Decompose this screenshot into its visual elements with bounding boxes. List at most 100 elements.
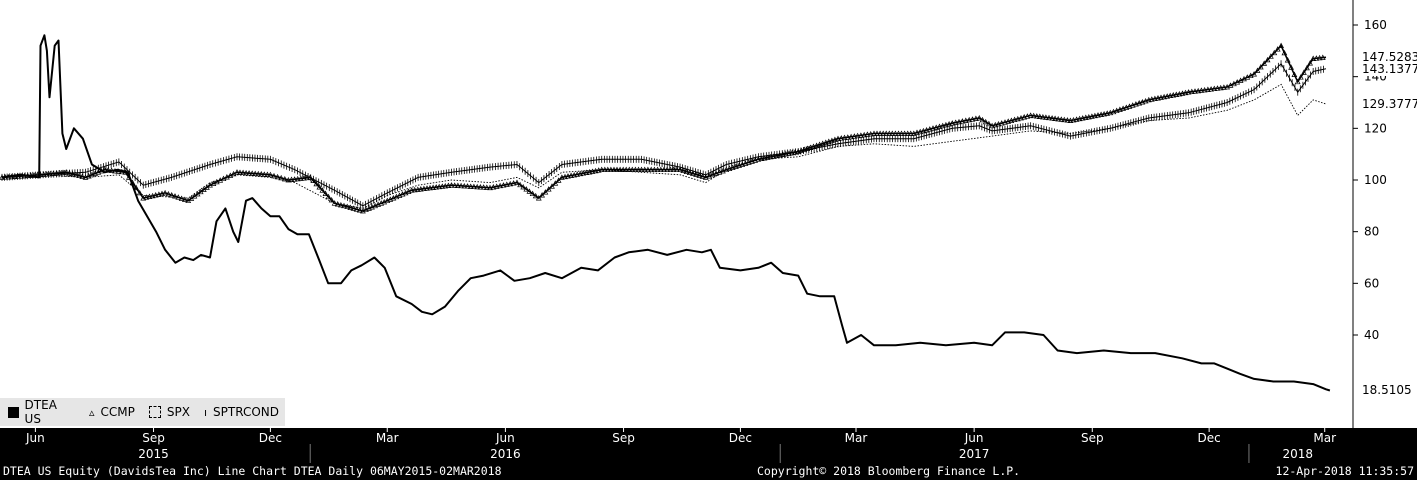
ccmp-marker [936,123,943,129]
ccmp-marker [686,169,693,175]
ccmp-marker [699,173,706,179]
ccmp-marker [851,133,858,139]
y-tick-label: 40 [1364,328,1379,342]
ccmp-marker [517,181,523,188]
ccmp-marker [464,183,471,189]
ccmp-marker [1011,116,1018,123]
ccmp-marker [1294,78,1301,85]
legend-item-dtea[interactable]: DTEA US [8,398,75,426]
ccmp-marker [1176,90,1183,97]
ccmp-marker [1319,54,1326,60]
ccmp-marker [526,188,533,194]
legend-item-sptrcond[interactable]: ı SPTRCOND [204,405,279,419]
ccmp-marker [1092,112,1098,119]
ccmp-marker [1148,96,1155,102]
ccmp-marker [901,130,908,136]
ccmp-marker [1214,85,1221,91]
ccmp-marker [892,130,899,136]
ccmp-marker [1297,74,1304,80]
ccmp-marker [871,130,877,136]
ccmp-marker [477,184,484,190]
ccmp-marker [301,175,307,181]
ccmp-marker [574,171,581,177]
ccmp-marker [598,166,605,173]
ccmp-marker [601,166,608,173]
legend-label: SPX [166,405,190,419]
ccmp-marker [690,170,696,176]
series-layer [0,34,1331,392]
ccmp-marker [1284,57,1291,63]
ccmp-marker [677,166,683,173]
ccmp-marker [848,133,854,140]
ccmp-marker [1101,110,1107,117]
ccmp-marker [555,177,562,183]
ccmp-marker [545,186,552,192]
ccmp-marker [115,168,122,174]
ccmp-marker [709,171,716,178]
ccmp-marker [178,195,185,201]
x-tick-label: Sep [142,431,165,445]
ccmp-marker [923,127,930,133]
x-tick-label: Sep [1081,431,1104,445]
ccmp-marker [838,135,845,141]
ccmp-marker [844,134,851,140]
ccmp-marker [471,183,477,190]
ccmp-marker [1188,88,1195,95]
ccmp-marker [673,166,680,173]
ccmp-marker [565,173,571,179]
x-tick-label: Mar [845,431,868,445]
ccmp-marker [651,166,658,173]
ccmp-marker [271,172,277,179]
ccmp-marker [500,182,507,188]
ccmp-marker [356,207,363,213]
ccmp-marker [461,182,468,189]
ccmp-marker [943,121,949,128]
ccmp-marker [288,176,295,182]
ccmp-marker [1133,101,1139,107]
ccmp-marker [433,184,440,190]
ccmp-marker [424,185,430,191]
ccmp-marker [234,169,240,175]
ccmp-marker [1079,115,1086,121]
ccmp-marker [667,166,674,173]
ccmp-marker [497,182,503,189]
ccmp-marker [1254,67,1261,73]
ccmp-marker [841,134,848,141]
ccmp-marker [720,167,726,174]
y-tick-label: 120 [1364,121,1387,135]
ccmp-marker [933,124,940,130]
ccmp-marker [417,186,424,192]
ccmp-marker [713,170,719,176]
ccmp-marker [1046,114,1052,121]
ccmp-marker [451,182,458,188]
legend-item-ccmp[interactable]: ▵ CCMP [89,405,135,419]
ccmp-marker [1264,56,1271,63]
ccmp-marker [341,202,347,209]
ccmp-marker [716,169,723,175]
year-label: 2016 [490,447,521,461]
ccmp-marker [353,206,360,212]
ccmp-marker [490,184,497,190]
ccmp-marker [1055,115,1062,122]
ccmp-marker [53,170,60,176]
ccmp-marker [307,174,314,180]
ccmp-marker [507,180,514,187]
ccmp-marker [1167,92,1174,99]
ccmp-marker [1316,54,1323,61]
ccmp-marker [1313,55,1320,61]
ccmp-marker [664,166,671,173]
legend-item-spx[interactable]: SPX [148,405,190,419]
ccmp-marker [156,191,162,197]
ccmp-marker [914,129,920,135]
ccmp-marker [867,130,874,137]
ccmp-marker [532,192,539,199]
ccmp-marker [976,114,983,121]
ccmp-marker [267,171,274,178]
ccmp-marker [1033,113,1040,119]
ccmp-marker [136,189,143,196]
ccmp-marker [344,203,351,210]
ccmp-marker [854,132,861,139]
ccmp-marker [243,169,249,176]
legend-square-icon [8,406,19,418]
